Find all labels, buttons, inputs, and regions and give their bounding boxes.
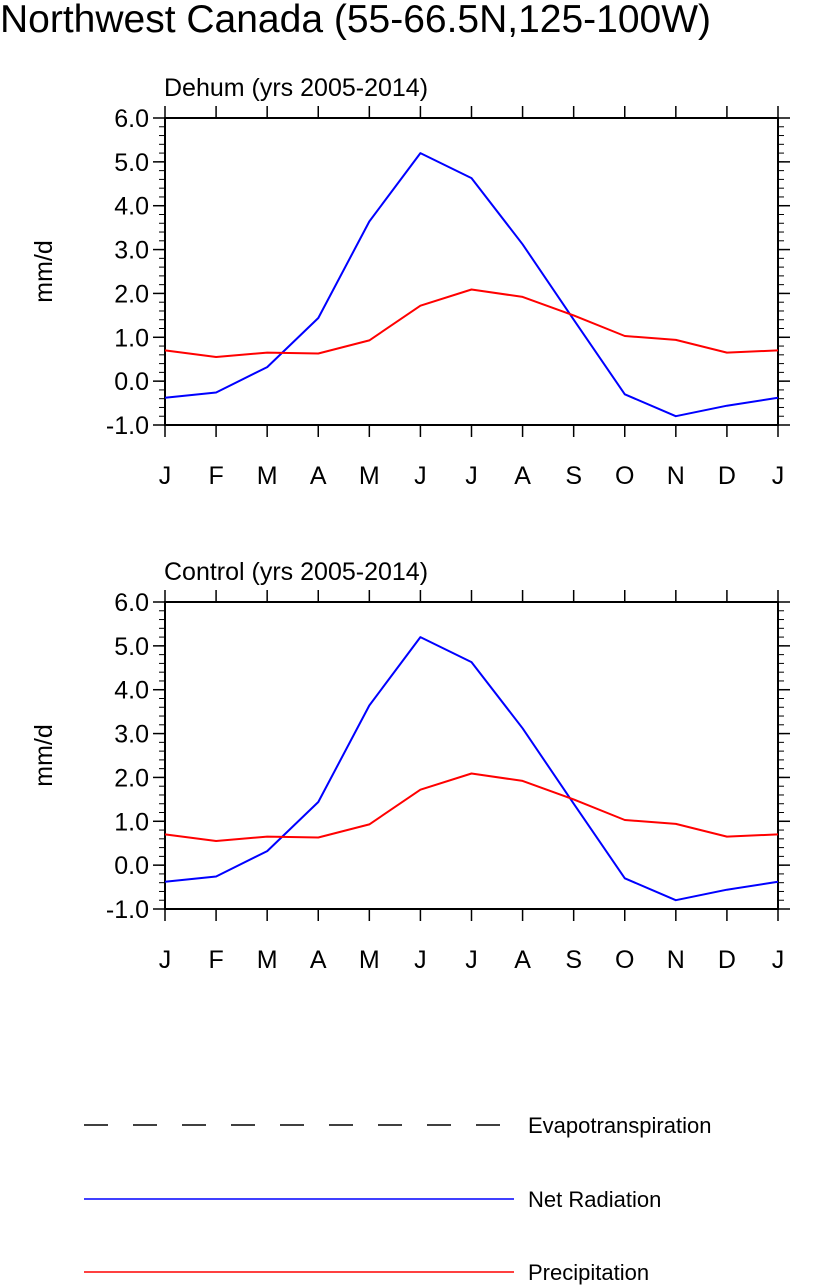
y-tick-label: 0.0 bbox=[114, 852, 149, 880]
plot-frame bbox=[164, 601, 779, 910]
x-tick-label: N bbox=[667, 462, 685, 490]
x-tick-label: J bbox=[772, 462, 785, 490]
series-line-net-radiation bbox=[164, 636, 779, 902]
y-tick-label: 4.0 bbox=[114, 677, 149, 705]
x-tick-label: S bbox=[565, 462, 582, 490]
y-axis-label: mm/d bbox=[30, 240, 58, 303]
y-tick-label: 1.0 bbox=[114, 808, 149, 836]
series-line-precipitation bbox=[164, 288, 779, 358]
panel-title: Dehum (yrs 2005-2014) bbox=[164, 74, 428, 102]
y-tick-label: 3.0 bbox=[114, 721, 149, 749]
y-tick-label: 5.0 bbox=[114, 149, 149, 177]
series-line-net-radiation bbox=[164, 152, 779, 418]
x-tick-label: F bbox=[208, 462, 223, 490]
x-tick-label: M bbox=[359, 462, 380, 490]
x-tick-label: M bbox=[359, 946, 380, 974]
x-tick-label: A bbox=[514, 946, 531, 974]
y-tick-label: -1.0 bbox=[106, 896, 149, 924]
y-tick-label: 6.0 bbox=[114, 105, 149, 133]
y-axis-label: mm/d bbox=[30, 724, 58, 787]
x-tick-label: D bbox=[718, 946, 736, 974]
x-tick-label: M bbox=[257, 946, 278, 974]
y-tick-label: 0.0 bbox=[114, 368, 149, 396]
y-tick-label: 2.0 bbox=[114, 764, 149, 792]
x-tick-label: J bbox=[772, 946, 785, 974]
x-tick-label: J bbox=[465, 462, 478, 490]
x-tick-label: J bbox=[414, 462, 427, 490]
x-tick-label: J bbox=[159, 462, 172, 490]
y-tick-label: 3.0 bbox=[114, 237, 149, 265]
x-tick-label: A bbox=[310, 946, 327, 974]
panel-title: Control (yrs 2005-2014) bbox=[164, 558, 428, 586]
x-tick-label: J bbox=[159, 946, 172, 974]
chart-panel-1: Dehum (yrs 2005-2014) 6.0 5.0 4.0 3.0 2.0 1.0 0… bbox=[30, 74, 790, 490]
x-tick-label: F bbox=[208, 946, 223, 974]
x-tick-label: J bbox=[465, 946, 478, 974]
x-tick-label: J bbox=[414, 946, 427, 974]
y-tick-label: 5.0 bbox=[114, 633, 149, 661]
y-tick-label: 6.0 bbox=[114, 589, 149, 617]
y-tick-label: 2.0 bbox=[114, 280, 149, 308]
plot-frame bbox=[164, 117, 779, 426]
legend-label: Precipitation bbox=[528, 1260, 649, 1285]
legend-label: Evapotranspiration bbox=[528, 1113, 711, 1138]
y-tick-label: -1.0 bbox=[106, 412, 149, 440]
x-tick-label: N bbox=[667, 946, 685, 974]
legend: Evapotranspiration Net Radiation Precipita… bbox=[84, 1113, 711, 1285]
x-tick-label: O bbox=[615, 462, 634, 490]
x-tick-label: S bbox=[565, 946, 582, 974]
chart-main-title: Northwest Canada (55-66.5N,125-100W) bbox=[0, 0, 712, 41]
chart-panel-2: Control (yrs 2005-2014) 6.0 5.0 4.0 3.0 2.0 1.… bbox=[30, 558, 790, 974]
x-tick-label: M bbox=[257, 462, 278, 490]
x-tick-label: D bbox=[718, 462, 736, 490]
legend-label: Net Radiation bbox=[528, 1187, 661, 1212]
y-tick-label: 1.0 bbox=[114, 324, 149, 352]
x-tick-label: O bbox=[615, 946, 634, 974]
y-tick-label: 4.0 bbox=[114, 193, 149, 221]
series-line-precipitation bbox=[164, 772, 779, 842]
x-tick-label: A bbox=[514, 462, 531, 490]
x-tick-label: A bbox=[310, 462, 327, 490]
